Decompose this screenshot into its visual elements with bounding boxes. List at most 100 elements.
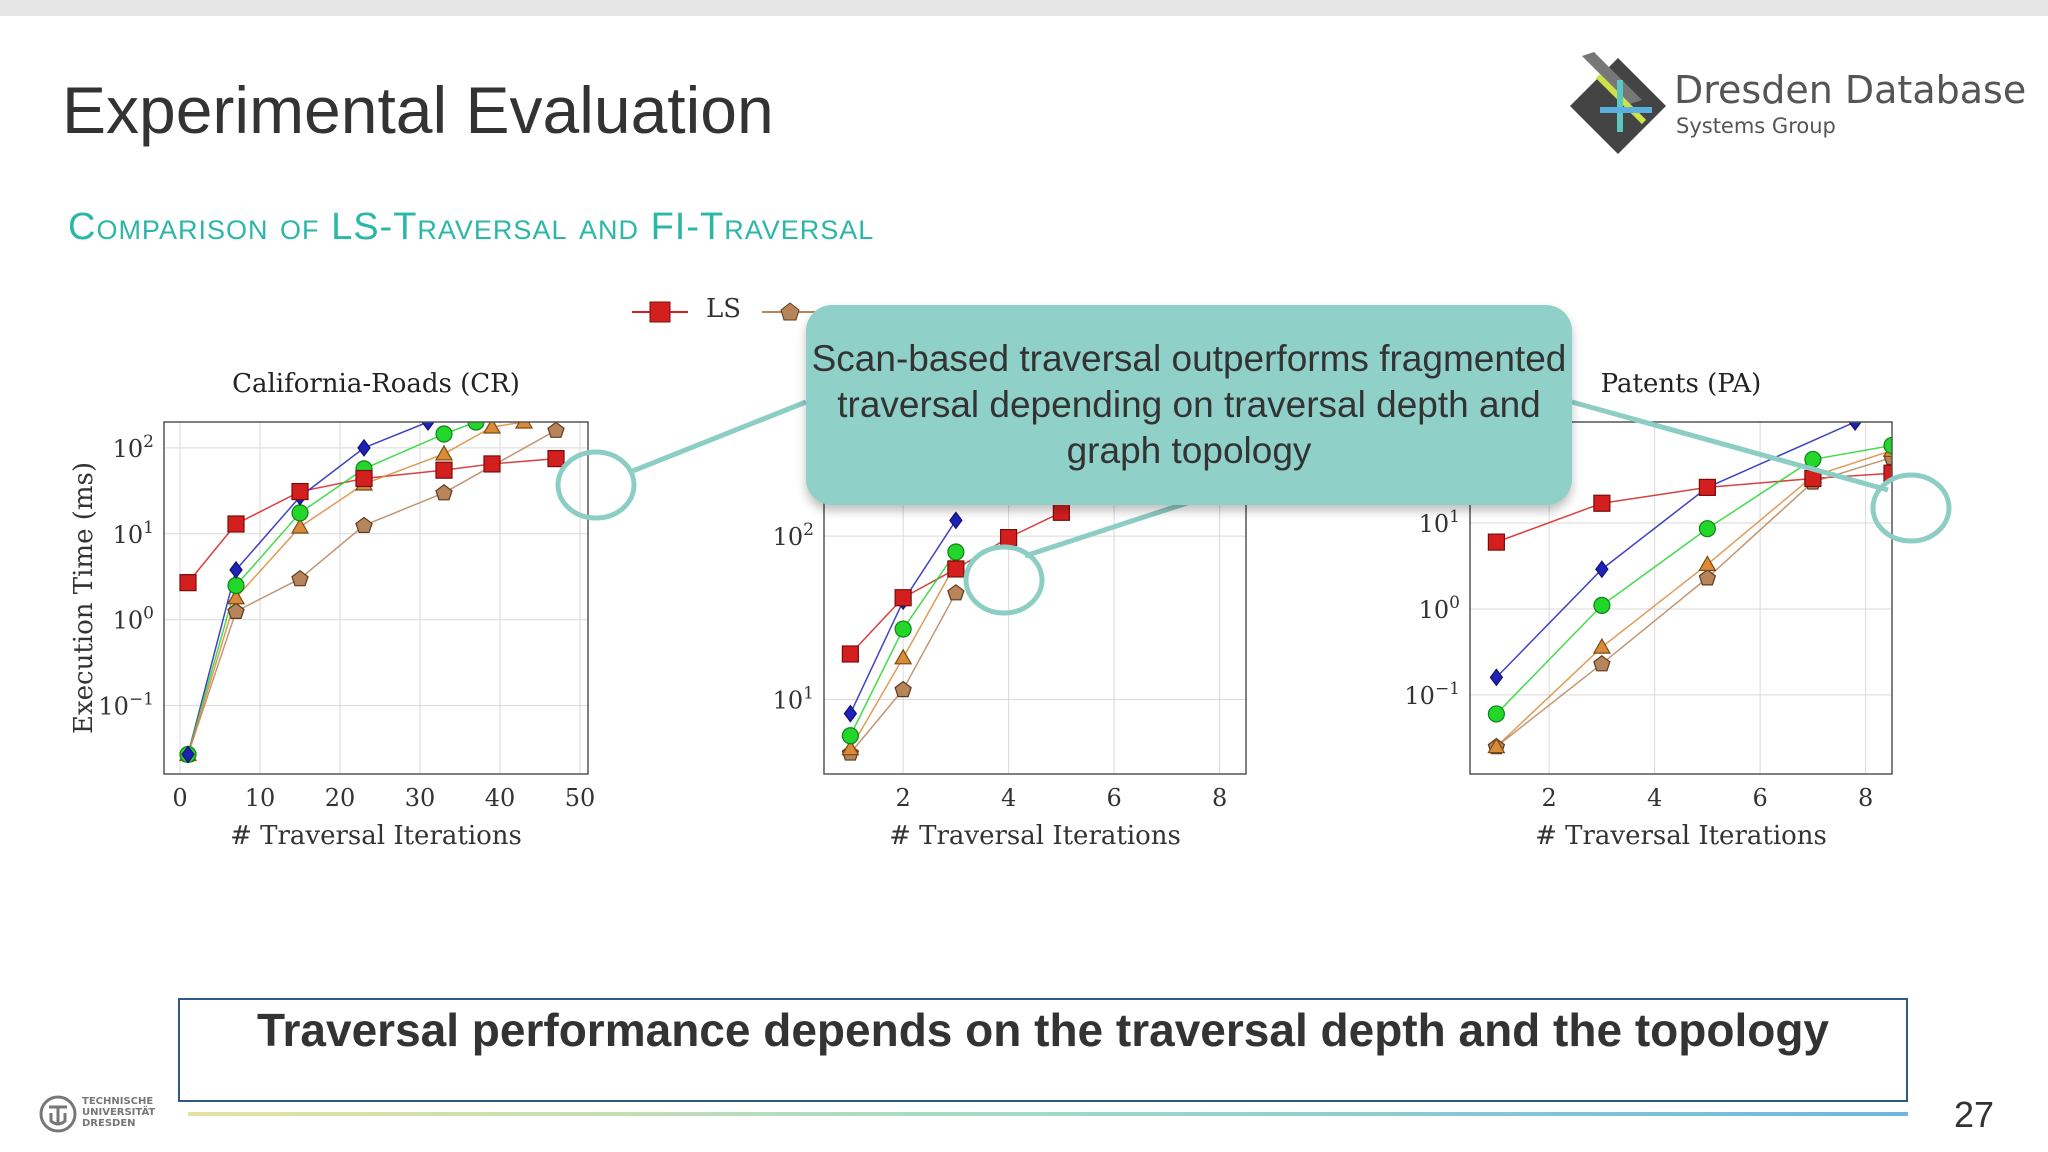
- slide-subtitle: Comparison of LS-Traversal and FI-Traver…: [68, 206, 875, 248]
- x-axis-label: # Traversal Iterations: [230, 821, 522, 851]
- conclusion-box: Traversal performance depends on the tra…: [178, 998, 1908, 1102]
- y-tick-label: 100: [113, 604, 154, 635]
- chart-california-roads: 0 10 20 30 40 50 102 101 100 10−1 California-Roads…: [69, 369, 596, 851]
- legend-label-ls: LS: [706, 294, 742, 324]
- slide-title: Experimental Evaluation: [62, 73, 774, 147]
- logo-subtitle: Systems Group: [1676, 114, 1836, 138]
- data-point-diamond: [1489, 668, 1504, 687]
- data-point-triangle: [1698, 555, 1717, 572]
- data-point-pentagon: [547, 422, 565, 438]
- university-line-1: TECHNISCHE: [82, 1096, 154, 1107]
- legend-marker-ls: [632, 301, 688, 323]
- y-tick-label: 101: [1419, 507, 1460, 538]
- data-point-square: [547, 449, 565, 468]
- x-axis-label: # Traversal Iterations: [889, 821, 1181, 851]
- data-point-circle: [1698, 520, 1716, 538]
- data-point-pentagon: [227, 602, 245, 619]
- y-tick-label: 102: [113, 432, 154, 463]
- data-point-triangle: [894, 648, 913, 665]
- university-line-2: UNIVERSITÄT: [82, 1107, 156, 1118]
- x-tick-label: 2: [895, 784, 910, 812]
- data-point-pentagon: [435, 484, 453, 501]
- data-point-square: [1487, 533, 1505, 551]
- page-number: 27: [1954, 1094, 1995, 1135]
- data-point-pentagon: [947, 584, 965, 601]
- data-point-triangle: [290, 517, 310, 534]
- series-line-pentagon: [187, 429, 557, 755]
- data-point-circle: [1487, 705, 1505, 723]
- highlight-circle-cr: [555, 449, 637, 521]
- data-point-circle: [894, 620, 912, 638]
- data-point-square: [179, 574, 197, 592]
- data-point-square: [1698, 478, 1716, 496]
- logo-mark-icon: [1570, 52, 1666, 154]
- highlight-circle-middle: [963, 544, 1045, 616]
- data-point-triangle: [1487, 737, 1506, 754]
- data-point-square: [1883, 464, 1892, 482]
- x-tick-label: 8: [1212, 784, 1227, 812]
- data-point-square: [291, 482, 309, 501]
- data-point-circle: [947, 543, 965, 561]
- grid: [164, 422, 588, 774]
- university-seal-icon: [39, 1095, 77, 1133]
- data-point-diamond: [421, 422, 435, 431]
- y-tick-label: 101: [113, 518, 154, 549]
- x-tick-label: 4: [1647, 784, 1662, 812]
- chart-title: California-Roads (CR): [232, 369, 520, 399]
- top-bar: [0, 0, 2048, 16]
- data-point-diamond: [229, 560, 243, 579]
- data-point-triangle: [514, 422, 534, 429]
- data-point-pentagon: [291, 569, 309, 587]
- x-tick-label: 0: [172, 784, 187, 812]
- data-point-triangle: [434, 444, 454, 461]
- data-point-square: [227, 515, 245, 533]
- data-point-diamond: [357, 438, 371, 457]
- y-tick-label: 10−1: [1404, 679, 1460, 710]
- data-point-square: [1593, 494, 1611, 512]
- conclusion-text: Traversal performance depends on the tra…: [256, 1004, 1830, 1056]
- plot-frame: [163, 421, 589, 775]
- x-tick-label: 6: [1752, 784, 1767, 812]
- x-tick-label: 50: [565, 784, 596, 812]
- data-point-circle: [467, 422, 485, 431]
- data-point-pentagon: [894, 680, 912, 698]
- data-point-circle: [841, 727, 859, 745]
- data-point-diamond: [1595, 560, 1609, 579]
- data-point-triangle: [482, 422, 502, 434]
- callout-box: Scan-based traversal outperforms fragmen…: [806, 305, 1572, 505]
- data-point-square: [894, 589, 912, 607]
- data-point-diamond: [181, 745, 195, 764]
- data-point-circle: [1593, 596, 1611, 615]
- x-axis-label: # Traversal Iterations: [1535, 821, 1827, 851]
- x-tick-label: 30: [405, 784, 436, 812]
- y-tick-label: 102: [773, 520, 814, 551]
- logo-title: Dresden Database: [1674, 68, 2027, 112]
- x-tick-label: 2: [1541, 784, 1556, 812]
- footer-line: [188, 1112, 1908, 1116]
- data-point-square: [483, 455, 501, 473]
- data-point-pentagon: [1593, 655, 1611, 672]
- y-axis-label: Execution Time (ms): [69, 462, 99, 734]
- university-line-3: DRESDEN: [82, 1118, 136, 1129]
- data-point-triangle: [841, 739, 860, 756]
- series-line-diamond: [1495, 422, 1856, 678]
- data-point-diamond: [1848, 422, 1862, 431]
- x-tick-label: 20: [325, 784, 356, 812]
- data-point-diamond: [949, 511, 963, 530]
- plot-area: [841, 503, 1070, 761]
- data-point-triangle: [226, 588, 246, 605]
- y-tick-label: 10−1: [98, 690, 154, 721]
- x-tick-label: 8: [1858, 784, 1873, 812]
- data-point-triangle: [1592, 637, 1611, 654]
- data-point-square: [355, 469, 373, 488]
- data-point-circle: [435, 425, 453, 443]
- grid: [1470, 422, 1892, 774]
- data-point-square: [947, 560, 965, 578]
- data-point-circle: [1883, 436, 1892, 455]
- callout-text: Scan-based traversal outperforms fragmen…: [811, 338, 1567, 471]
- data-point-diamond: [843, 704, 858, 723]
- data-point-square: [435, 461, 453, 479]
- chart-patents: 2 4 6 8 101 100 10−1 Patents (PA) # Traversal It…: [1404, 369, 1893, 851]
- data-point-pentagon: [355, 516, 373, 534]
